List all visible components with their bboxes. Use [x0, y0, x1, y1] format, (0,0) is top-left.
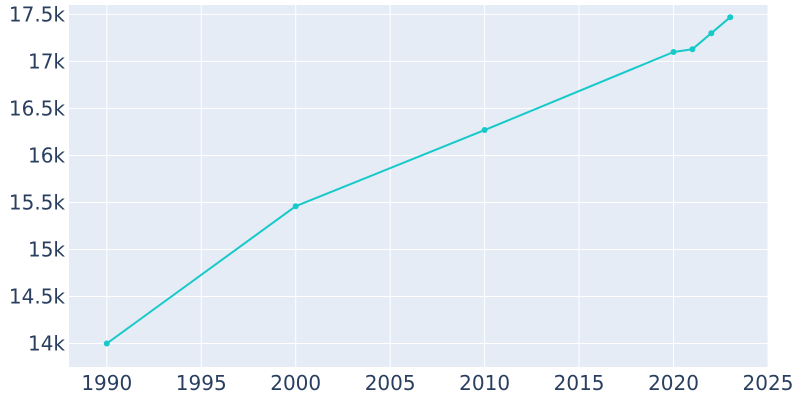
x-tick-label: 2020	[648, 371, 699, 395]
y-tick-label: 16k	[28, 143, 65, 167]
data-point	[292, 203, 299, 210]
grid-lines	[69, 5, 769, 367]
x-tick-label: 2025	[743, 371, 794, 395]
x-tick-label: 2000	[270, 371, 321, 395]
y-tick-label: 14.5k	[9, 284, 66, 308]
data-point	[708, 30, 715, 37]
y-axis-tick-labels: 14k 14.5k 15k 15.5k 16k 16.5k 17k 17.5k	[9, 2, 66, 355]
x-axis-tick-labels: 1990 1995 2000 2005 2010 2015 2020 2025	[81, 371, 793, 395]
data-series	[103, 14, 734, 347]
data-point	[103, 340, 110, 347]
y-tick-label: 15k	[28, 237, 65, 261]
y-tick-label: 14k	[28, 331, 65, 355]
x-tick-label: 2005	[365, 371, 416, 395]
y-tick-label: 17k	[28, 49, 65, 73]
y-tick-label: 16.5k	[9, 96, 66, 120]
y-tick-label: 15.5k	[9, 190, 66, 214]
x-tick-label: 1990	[81, 371, 132, 395]
x-tick-label: 2015	[554, 371, 605, 395]
data-point	[727, 14, 734, 21]
x-tick-label: 1995	[176, 371, 227, 395]
data-point	[689, 46, 696, 53]
data-point	[481, 127, 488, 134]
y-tick-label: 17.5k	[9, 2, 66, 26]
plot-area	[69, 5, 768, 367]
data-point	[670, 49, 677, 56]
x-tick-label: 2010	[459, 371, 510, 395]
